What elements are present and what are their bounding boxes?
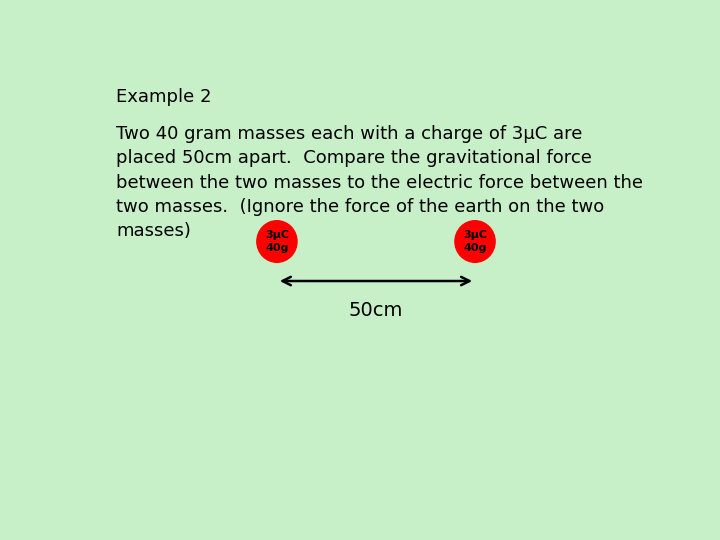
Ellipse shape [455,221,495,262]
Text: 50cm: 50cm [348,301,403,320]
Text: 3μC
40g: 3μC 40g [265,231,289,253]
FancyArrowPatch shape [282,277,469,285]
Ellipse shape [257,221,297,262]
Text: Two 40 gram masses each with a charge of 3μC are
placed 50cm apart.  Compare the: Two 40 gram masses each with a charge of… [116,125,643,240]
Text: Example 2: Example 2 [116,87,212,106]
Text: 3μC
40g: 3μC 40g [463,231,487,253]
